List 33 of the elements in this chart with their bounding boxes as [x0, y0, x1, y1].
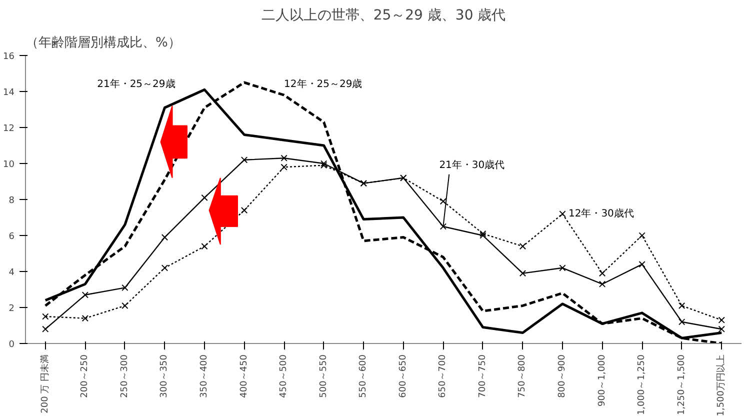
y-tick-label: 8: [8, 196, 15, 206]
y-tick-label: 10: [3, 160, 15, 170]
x-tick-label: 900～1,000: [597, 354, 608, 406]
series-label: 12年・30歳代: [568, 207, 634, 220]
x-tick-label: 650～700: [438, 354, 448, 398]
y-tick-label: 4: [8, 268, 15, 278]
x-tick-label: 550～600: [358, 354, 369, 398]
x-tick-label: 400～450: [239, 354, 250, 398]
x-tick-label: 1,000～1,250: [637, 354, 648, 416]
x-tick-label: 700～750: [478, 354, 488, 398]
x-tick-label: 200 万 円未満: [39, 354, 50, 414]
x-tick-label: 500～550: [318, 354, 329, 398]
x-tick-label: 300～350: [160, 354, 170, 398]
x-tick-label: 750～800: [518, 354, 528, 398]
text: 21年・30歳代: [439, 158, 505, 171]
x-tick-label: 200～250: [80, 354, 90, 398]
y-tick-label: 6: [8, 232, 15, 242]
x-tick-label: 600～650: [398, 354, 408, 398]
y-tick-label: 2: [8, 304, 15, 314]
y-tick-label: 12: [3, 124, 14, 134]
x-tick-label: 450～500: [279, 354, 290, 398]
x-tick-label: 350～400: [200, 354, 210, 398]
y-axis-title: （年齢階層別構成比、%）: [26, 36, 181, 50]
x-tick-label: 250～300: [120, 354, 130, 398]
x-tick-label: 1,500万円以上: [716, 354, 727, 416]
x-tick-label: 800～900: [558, 354, 568, 398]
x-tick-label: 1,250～1,500: [676, 354, 687, 416]
chart-title: 二人以上の世帯、25～29 歳、30 歳代: [261, 8, 506, 24]
y-tick-label: 0: [8, 340, 15, 350]
y-tick-label: 14: [3, 88, 15, 98]
series-label: 21年・25～29歳: [97, 78, 176, 90]
y-tick-label: 16: [3, 52, 15, 62]
series-label: 12年・25～29歳: [284, 78, 362, 90]
